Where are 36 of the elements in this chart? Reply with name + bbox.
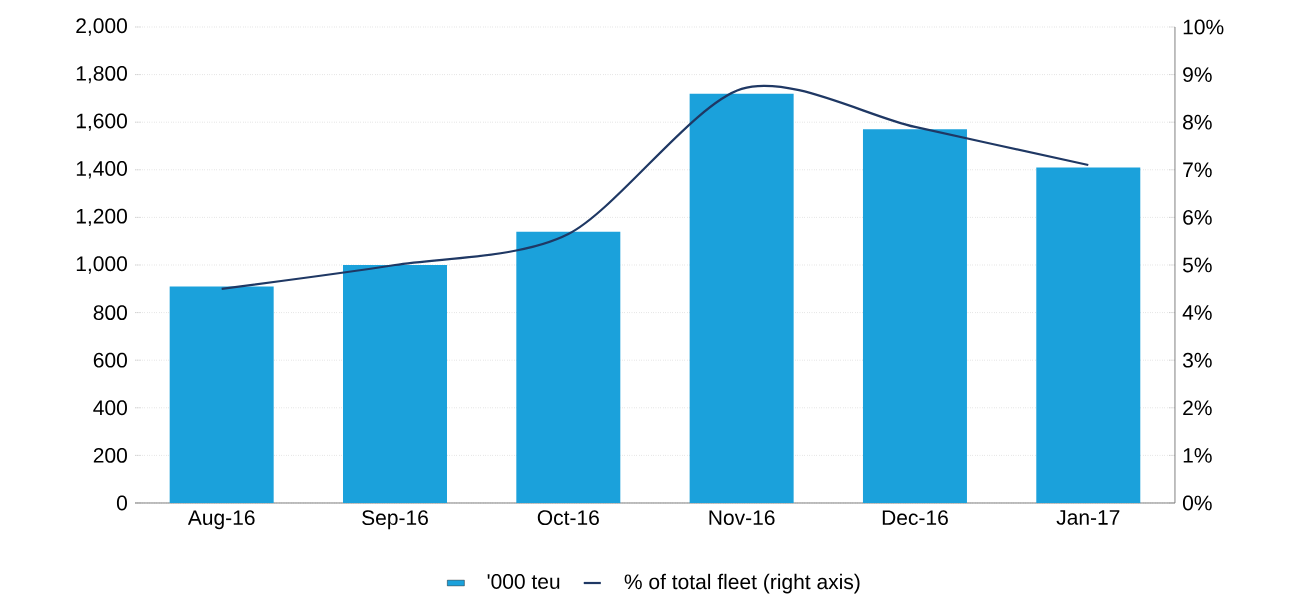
y-tick-label: 800 xyxy=(93,305,127,321)
y2-tick-label: 2% xyxy=(1183,400,1212,416)
y-tick-label: 400 xyxy=(93,400,127,416)
y2-tick-label: 10% xyxy=(1183,19,1224,35)
x-tick-label: Sep-16 xyxy=(362,510,428,530)
y2-tick-label: 4% xyxy=(1182,305,1212,320)
legend-label: '000 teu xyxy=(487,574,560,589)
bar xyxy=(862,129,967,503)
y-tick-label: 600 xyxy=(93,352,127,368)
y2-tick-label: 3% xyxy=(1182,352,1212,368)
y-tick-label: 0 xyxy=(116,495,127,511)
y-tick-label: 200 xyxy=(93,447,127,463)
y-tick-label: 1,200 xyxy=(76,208,127,227)
x-tick-label: Dec-16 xyxy=(882,510,948,526)
y-tick-label: 2,000 xyxy=(76,18,127,36)
y2-tick-label: 1% xyxy=(1183,448,1212,463)
y-tick-label: 1,600 xyxy=(76,113,127,131)
bar xyxy=(689,93,794,503)
y-tick-label: 1,800 xyxy=(76,65,127,84)
y2-tick-label: 7% xyxy=(1183,162,1212,178)
y2-tick-label: 5% xyxy=(1183,257,1212,273)
bar xyxy=(516,231,621,503)
y2-tick-label: 6% xyxy=(1183,209,1212,225)
bar xyxy=(343,264,447,503)
y-tick-label: 1,000 xyxy=(76,256,127,274)
y2-tick-label: 8% xyxy=(1183,114,1212,130)
y-tick-label: 1,400 xyxy=(76,161,127,179)
y2-tick-label: 9% xyxy=(1183,67,1212,83)
y2-tick-label: 0% xyxy=(1182,495,1212,511)
x-tick-label: Aug-16 xyxy=(187,510,255,530)
bar xyxy=(169,286,274,503)
bar xyxy=(1036,167,1141,503)
x-tick-label: Nov-16 xyxy=(709,510,775,526)
x-tick-label: Jan-17 xyxy=(1056,510,1120,525)
legend-label: % of total fleet (right axis) xyxy=(624,573,860,594)
x-tick-label: Oct-16 xyxy=(537,510,599,526)
